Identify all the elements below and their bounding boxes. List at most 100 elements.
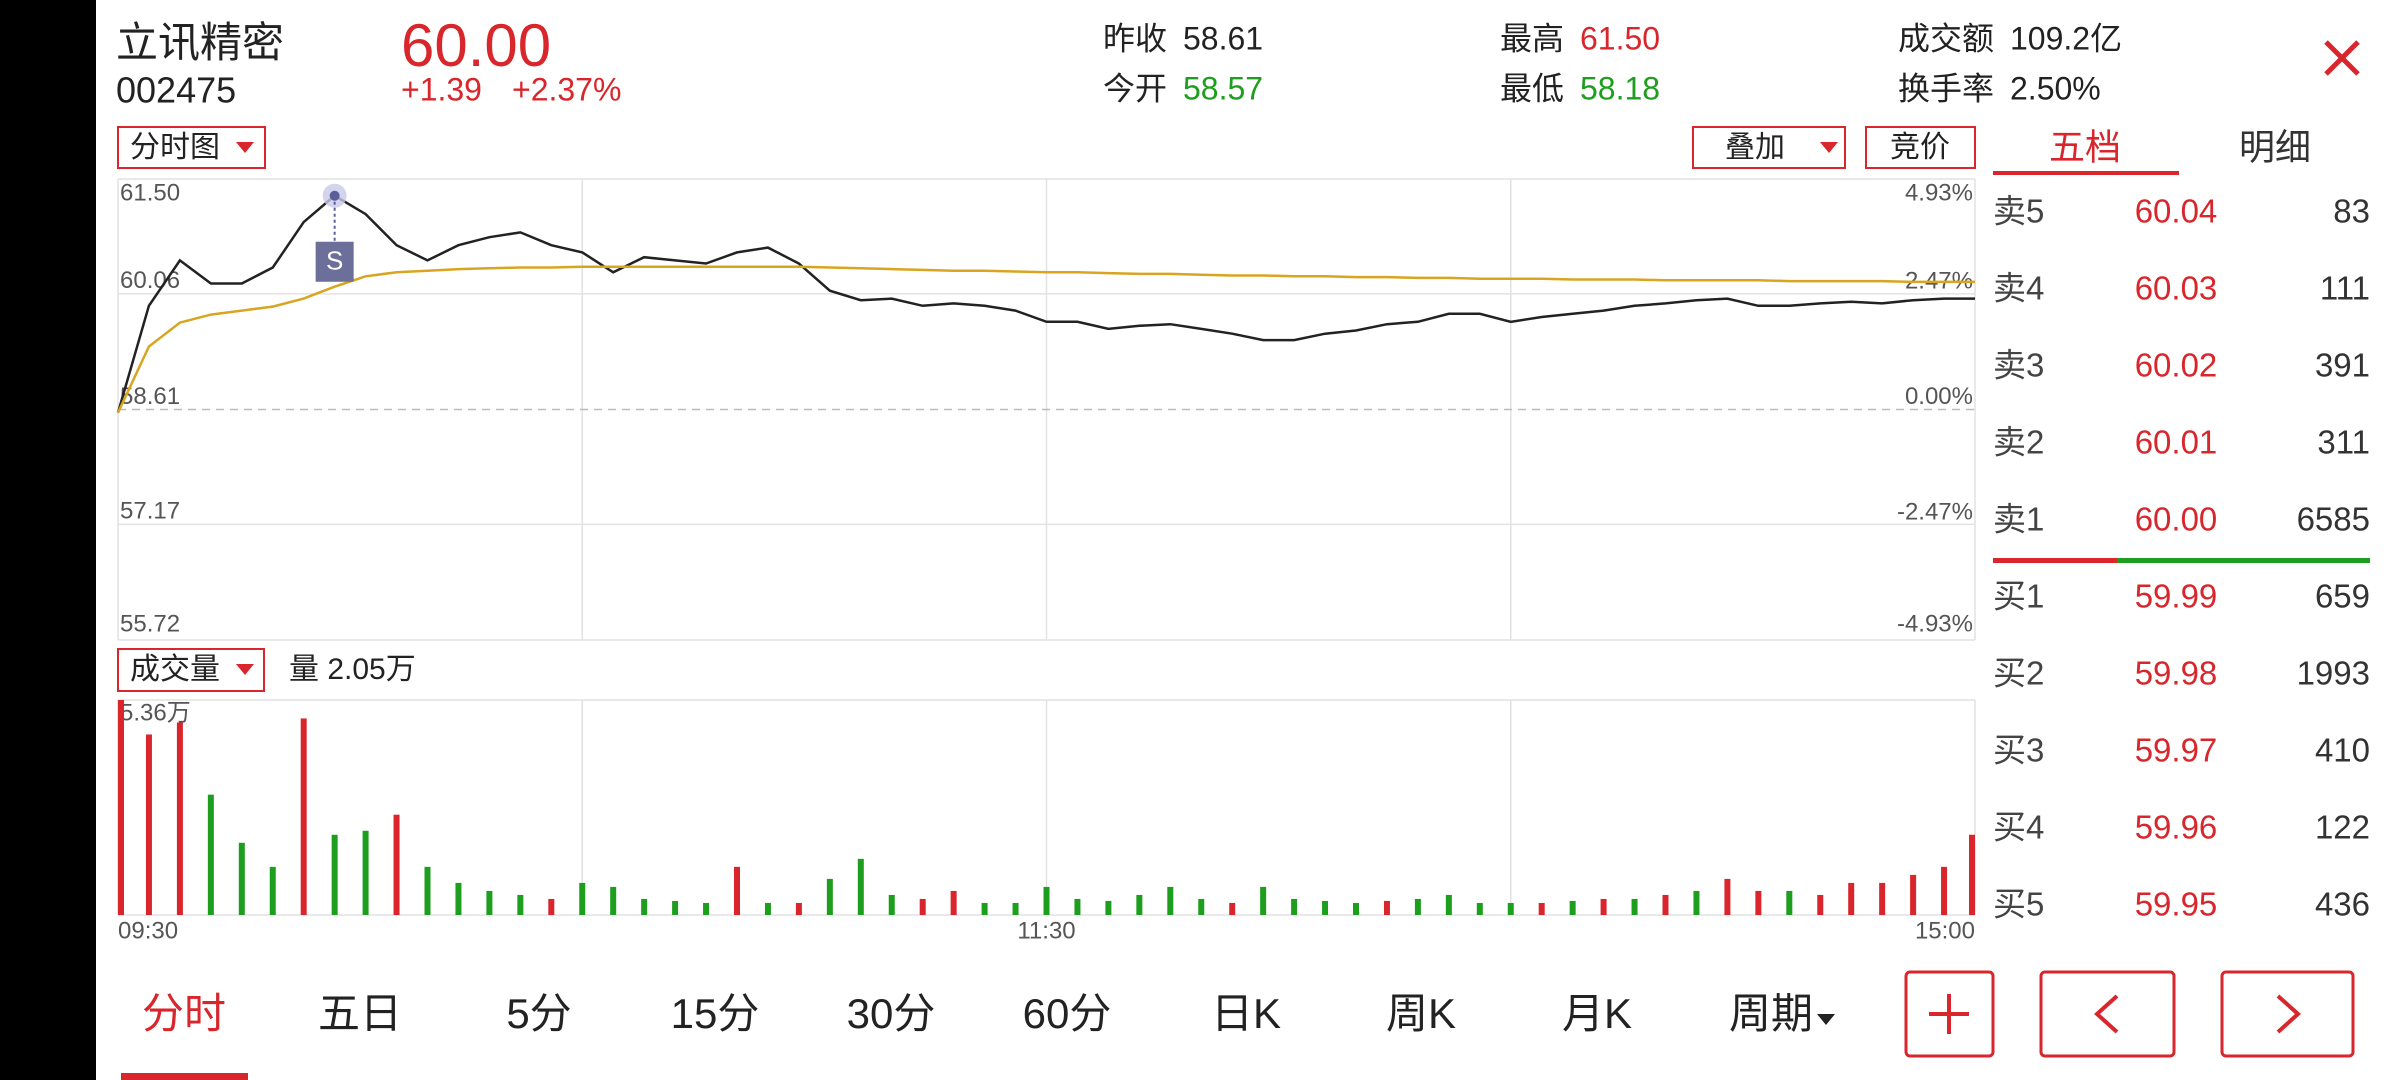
volume-bar [919, 898, 926, 915]
volume-bar [1755, 890, 1762, 915]
period-tab[interactable]: 日K [1211, 990, 1281, 1037]
x-tick-label: 09:30 [118, 917, 178, 944]
tab-active[interactable]: 五档 [2049, 127, 2121, 168]
mode-selector[interactable]: 分时图 [117, 126, 266, 169]
book-price: 59.97 [2135, 732, 2218, 769]
average-line [116, 265, 1975, 414]
marker-dot [329, 190, 340, 201]
book-price: 59.99 [2135, 578, 2218, 615]
period-tab[interactable]: 周期 [1729, 990, 1813, 1037]
add-button[interactable] [1904, 970, 1995, 1058]
volume-selector[interactable]: 成交量 [117, 648, 265, 692]
price: 60.00 [401, 12, 551, 79]
volume-bar [238, 842, 245, 915]
volume-label: 量 2.05万 [289, 653, 416, 686]
prev-button[interactable] [2039, 970, 2176, 1058]
period-tab[interactable]: 60分 [1023, 990, 1112, 1037]
volume-bar [826, 878, 833, 915]
annotation: S [326, 246, 343, 276]
y-tick-label: 60.06 [120, 267, 180, 294]
volume-bar [1322, 900, 1329, 915]
volume-bar [331, 834, 338, 915]
book-price: 60.01 [2135, 424, 2218, 461]
x-tick-label: 15:00 [1915, 917, 1975, 944]
volume-bar [1414, 898, 1421, 915]
auction-box [1865, 126, 1976, 169]
book-label: 买5 [1993, 886, 2044, 923]
volume-bar [950, 890, 957, 915]
stat-value: 58.61 [1183, 20, 1263, 56]
price-line [116, 194, 1975, 414]
next-button[interactable] [2220, 970, 2355, 1058]
volume-bar [1383, 900, 1390, 915]
volume-bar [1476, 902, 1483, 915]
y2-tick-label: 4.93% [1905, 179, 1973, 206]
stat-value: 58.18 [1580, 70, 1660, 106]
period-tab[interactable]: 5分 [506, 990, 571, 1037]
book-price: 60.00 [2135, 501, 2218, 538]
mode-label: 分时图 [130, 131, 220, 164]
y2-tick-label: -2.47% [1897, 498, 1973, 525]
dropdown-icon [1820, 142, 1838, 153]
volume-bar [672, 900, 679, 915]
volume-bar [1538, 902, 1545, 915]
book-price: 60.03 [2135, 270, 2218, 307]
change-pct: +2.37% [512, 71, 621, 107]
volume-bar [145, 734, 152, 915]
volume-bar [1105, 900, 1112, 915]
volume-bar [1693, 890, 1700, 915]
volume-bar [424, 866, 431, 915]
right-icon [2276, 994, 2301, 1034]
button-box [2220, 970, 2355, 1058]
volume-bar [1291, 898, 1298, 915]
volume-bar [1724, 878, 1731, 915]
tab[interactable]: 明细 [2239, 127, 2311, 168]
volume-bar [1012, 902, 1019, 915]
volume-bar [857, 858, 864, 915]
book-label: 卖5 [1993, 193, 2044, 230]
dropdown-icon [236, 142, 254, 153]
volume-bar [1910, 874, 1917, 915]
volume-bar [641, 898, 648, 915]
volume-bar [548, 898, 555, 915]
book-volume: 1993 [2297, 655, 2370, 692]
period-tab-active[interactable]: 分时 [142, 990, 226, 1037]
book-label: 买4 [1993, 809, 2044, 846]
book-label: 买2 [1993, 655, 2044, 692]
volume-bar [764, 902, 771, 915]
book-price: 60.02 [2135, 347, 2218, 384]
period-tab[interactable]: 周K [1386, 990, 1456, 1037]
volume-bar [1786, 890, 1793, 915]
period-tab[interactable]: 五日 [318, 990, 402, 1037]
overlay-box [1692, 126, 1846, 169]
book-label: 卖4 [1993, 270, 2044, 307]
volume-bar [362, 830, 369, 915]
volume-bar [1445, 894, 1452, 915]
button-box [2039, 970, 2176, 1058]
volume-bar [1507, 902, 1514, 915]
volume-bar [1600, 898, 1607, 915]
stat-label: 最低 [1500, 70, 1564, 106]
book-price: 59.95 [2135, 886, 2218, 923]
volume-bar [1569, 900, 1576, 915]
period-tab[interactable]: 月K [1562, 990, 1632, 1037]
overlay-selector[interactable]: 叠加 [1692, 126, 1846, 169]
volume-bar [1074, 898, 1081, 915]
y2-tick-label: 0.00% [1905, 383, 1973, 410]
volume-bar [1817, 894, 1824, 915]
volume-bar [269, 866, 276, 915]
volume-bar [1879, 882, 1886, 915]
book-volume: 410 [2315, 732, 2370, 769]
volume-bar [1260, 886, 1267, 915]
auction-button[interactable]: 竞价 [1865, 126, 1976, 169]
annotation-box [315, 241, 354, 282]
period-tab[interactable]: 15分 [671, 990, 760, 1037]
stat-label: 今开 [1103, 70, 1167, 106]
book-price: 59.96 [2135, 809, 2218, 846]
close-button[interactable] [2324, 40, 2360, 76]
period-tab[interactable]: 30分 [847, 990, 936, 1037]
y-tick-label: 55.72 [120, 610, 180, 637]
y-tick-label: 61.50 [120, 179, 180, 206]
book-volume: 659 [2315, 578, 2370, 615]
